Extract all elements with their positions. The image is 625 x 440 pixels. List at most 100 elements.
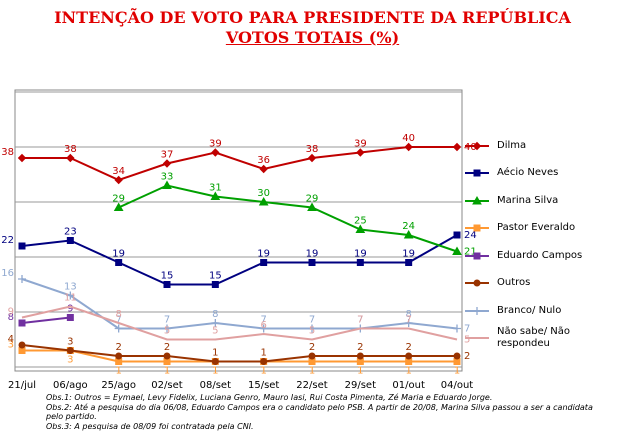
legend-swatch	[465, 337, 489, 340]
marker	[259, 324, 268, 333]
x-tick-label: 06/ago	[53, 380, 88, 391]
marker	[258, 196, 269, 206]
data-label: 7	[357, 315, 363, 326]
legend-swatch	[465, 279, 489, 287]
x-tick-label: 01/out	[392, 380, 425, 391]
marker	[211, 319, 220, 327]
data-label: 5	[164, 326, 170, 337]
data-label: 7	[164, 315, 170, 326]
marker	[66, 153, 75, 163]
legend-swatch	[465, 252, 489, 260]
marker	[307, 153, 317, 163]
legend-label: Pastor Everaldo	[497, 222, 576, 234]
data-label: 3	[67, 355, 73, 366]
data-label: 1	[260, 348, 266, 359]
legend-label: Outros	[497, 277, 531, 289]
data-label: 30	[257, 188, 270, 199]
marker	[162, 159, 172, 168]
legend-label: Aécio Neves	[497, 167, 559, 179]
data-label: 1	[260, 366, 266, 377]
marker	[162, 180, 172, 189]
legend-swatch	[465, 141, 489, 150]
legend-swatch	[465, 306, 489, 315]
legend-item: Outros	[463, 270, 623, 298]
chart-subtitle: VOTOS TOTAIS (%)	[225, 28, 400, 47]
marker	[356, 352, 364, 360]
marker	[211, 281, 219, 288]
legend-label: Dilma	[497, 139, 527, 151]
data-label: 2	[464, 351, 470, 362]
data-label: 38	[1, 147, 14, 158]
data-label: 38	[64, 144, 77, 155]
marker	[115, 259, 123, 266]
marker	[308, 324, 316, 333]
x-tick-label: 22/set	[296, 380, 327, 391]
data-label: 2	[115, 342, 121, 353]
marker	[356, 148, 365, 157]
marker	[404, 319, 413, 327]
series-line	[21, 278, 458, 330]
legend-swatch	[465, 195, 489, 205]
data-label: 25	[354, 216, 367, 227]
legend-marker	[472, 141, 482, 150]
legend-marker	[473, 306, 481, 315]
note: Obs.2: Até a pesquisa do dia 06/08, Edua…	[46, 402, 593, 422]
x-tick-label: 15/set	[248, 380, 279, 391]
marker	[115, 352, 123, 360]
data-label: 6	[260, 320, 266, 331]
data-label: 19	[354, 249, 367, 260]
marker	[356, 259, 364, 266]
marker	[113, 202, 124, 211]
data-label: 31	[209, 183, 222, 194]
data-label: 7	[464, 324, 470, 335]
data-label: 2	[164, 342, 170, 353]
legend-marker	[473, 169, 481, 177]
legend-marker	[473, 252, 481, 260]
plot-frame	[14, 89, 463, 372]
marker	[307, 202, 317, 211]
data-label: 3	[8, 340, 14, 351]
marker	[308, 259, 316, 266]
data-label: 19	[402, 249, 415, 260]
marker	[66, 314, 74, 321]
marker	[260, 358, 268, 365]
marker	[405, 352, 413, 360]
series-line	[22, 146, 457, 182]
x-tick-label: 04/out	[441, 380, 474, 391]
data-label: 8	[8, 312, 14, 323]
marker	[163, 324, 171, 333]
legend-item: Eduardo Campos	[463, 242, 623, 270]
legend-label: Marina Silva	[497, 194, 559, 206]
marker	[17, 153, 27, 163]
legend-marker	[472, 195, 482, 205]
data-label: 11	[64, 293, 77, 304]
data-label: 13	[64, 282, 77, 293]
marker	[403, 229, 414, 239]
data-label: 19	[257, 249, 270, 260]
marker	[66, 237, 74, 244]
data-label: 29	[306, 194, 319, 205]
marker	[114, 175, 123, 185]
marker	[405, 259, 413, 266]
data-label: 5	[464, 335, 470, 346]
legend-item: Não sabe/ Não respondeu	[463, 325, 623, 353]
marker	[452, 246, 462, 255]
data-label: 5	[309, 326, 315, 337]
marker	[210, 191, 221, 200]
data-label: 2	[309, 342, 315, 353]
data-label: 21	[464, 247, 477, 258]
data-label: 22	[1, 235, 14, 246]
chart-title: INTENÇÃO DE VOTO PARA PRESIDENTE DA REPÚ…	[54, 8, 571, 27]
legend-item: Branco/ Nulo	[463, 297, 623, 325]
marker	[260, 259, 268, 266]
data-label: 19	[112, 249, 125, 260]
data-label: 8	[115, 309, 121, 320]
data-label: 9	[8, 307, 14, 318]
marker	[18, 275, 26, 283]
data-label: 1	[115, 366, 121, 377]
data-label: 7	[115, 315, 121, 326]
legend-label: Não sabe/ Não respondeu	[497, 326, 571, 350]
legend-label: Branco/ Nulo	[497, 304, 562, 316]
